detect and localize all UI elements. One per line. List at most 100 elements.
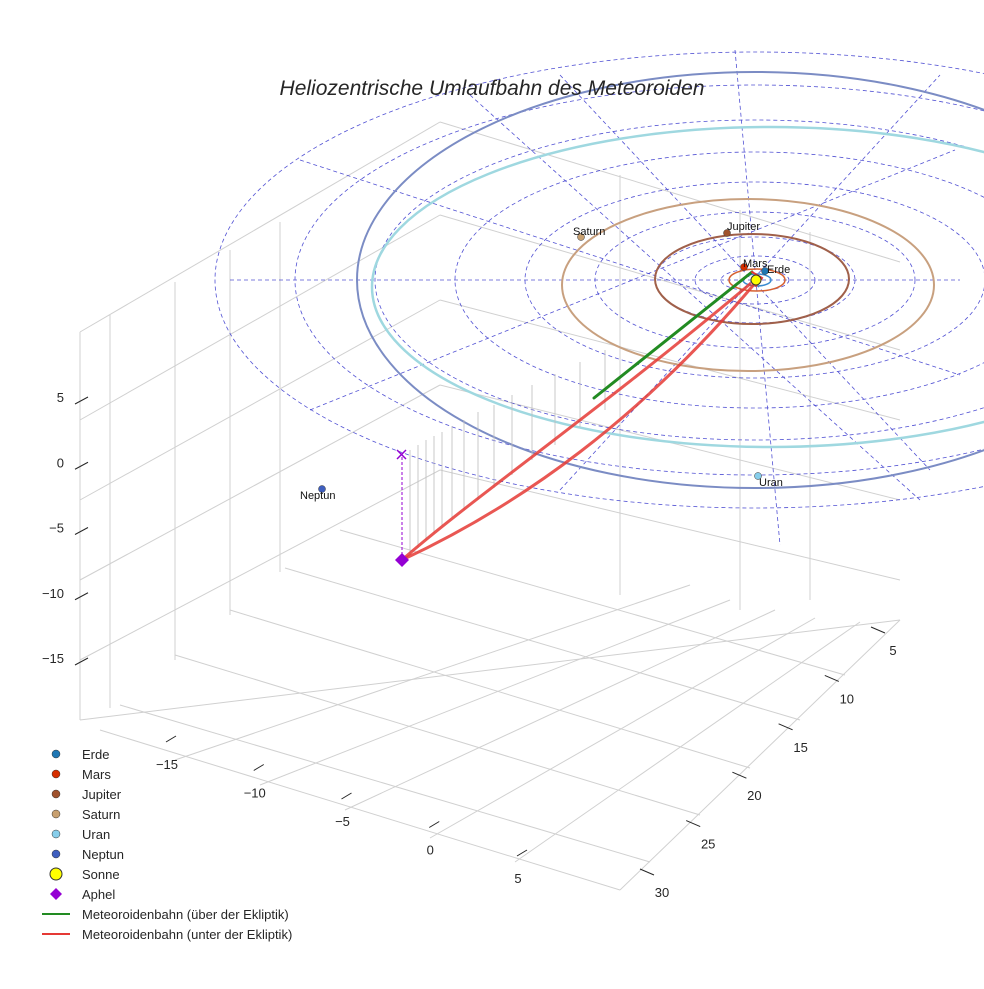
legend-marker [49,867,63,881]
planet-label-erde: Erde [767,264,790,276]
legend-marker [51,849,61,859]
z-tick-label: 0 [57,455,64,470]
floor-grid-line [119,704,651,863]
x-tick-mark [428,821,440,828]
planet-point-mars [740,263,748,271]
y-tick-label: 25 [701,837,715,852]
aphel-projection-marker [396,449,407,460]
legend-item: Neptun [51,847,124,862]
z-tick-mark [74,592,89,601]
planet-point-uran [754,472,762,480]
legend-marker [50,888,62,900]
y-tick-label: 10 [840,691,854,706]
ecliptic-ray [309,149,956,411]
legend-marker [51,829,61,839]
ecliptic-circle [374,119,984,441]
x-tick-label: −10 [244,786,266,801]
y-tick-mark [639,868,655,876]
planet-point-neptun [318,485,326,493]
back-grid-line [79,469,441,661]
orbit-above-ecliptic [592,270,754,400]
z-tick-label: 5 [57,390,64,405]
floor-grid-line [174,584,691,761]
y-axis-ticks: 5 10 15 20 25 30 [639,626,897,900]
z-tick-mark [74,461,89,470]
x-tick-mark [516,849,528,857]
y-tick-mark [870,626,886,634]
ecliptic-circle [214,51,984,509]
z-tick-mark [74,657,89,666]
legend-item: Meteoroidenbahn (unter der Ekliptik) [42,927,292,942]
floor-grid-line [344,609,776,811]
legend-marker [51,749,61,759]
legend-item: Jupiter [51,787,122,802]
back-grid-line [439,469,901,581]
back-grid-line [439,299,901,421]
planet-label-mars: Mars [743,258,768,270]
legend-label: Sonne [82,867,120,882]
legend: Erde Mars Jupiter Saturn Uran Neptun Sonne Aphe… [42,747,292,942]
legend-item: Mars [51,767,111,782]
legend-marker [51,809,61,819]
x-tick-label: 0 [427,843,434,858]
jupiter-orbit [654,233,850,325]
back-grid-line [79,214,441,421]
chart-title: Heliozentrische Umlaufbahn des Meteoroid… [280,77,705,100]
x-tick-mark [253,764,265,771]
back-grid-line [79,299,441,501]
legend-label: Erde [82,747,109,762]
floor-grid-line [259,599,731,786]
planet-label-saturn: Saturn [573,226,605,238]
orbit-below-ecliptic-outbound [400,282,752,562]
y-tick-mark [824,674,839,682]
y-tick-mark [686,820,701,828]
floor-back-edge [79,619,901,721]
x-tick-label: 5 [514,871,521,886]
legend-item: Sonne [49,867,120,882]
projection-lines [401,350,606,560]
legend-item: Saturn [51,807,120,822]
orbit-below-ecliptic-return [400,280,758,562]
legend-label: Neptun [82,847,124,862]
planet-orbits [356,71,984,489]
z-tick-label: −5 [49,521,64,536]
ecliptic-ray [734,49,781,546]
y-tick-mark [732,771,747,779]
legend-item: Aphel [50,887,115,902]
x-tick-mark [341,792,352,800]
ecliptic-ray [469,94,921,501]
neptune-orbit [356,71,984,489]
y-tick-label: 30 [655,885,669,900]
y-tick-mark [778,723,793,731]
z-tick-mark [74,396,89,405]
x-tick-label: −5 [335,814,350,829]
floor-right-edge [619,619,901,891]
legend-label: Jupiter [82,787,122,802]
legend-label: Saturn [82,807,120,822]
legend-label: Meteoroidenbahn (unter der Ekliptik) [82,927,292,942]
x-axis-ticks: −15 −10 −5 0 5 [156,735,528,886]
legend-item: Meteoroidenbahn (über der Ekliptik) [42,907,289,922]
sun-point [750,274,762,286]
meteoroid-orbit [400,270,764,562]
planet-label-uran: Uran [759,477,783,489]
legend-label: Mars [82,767,111,782]
mars-orbit [728,268,786,292]
uranus-orbit [370,125,984,449]
planet-label-jupiter: Jupiter [727,221,760,233]
back-panel-grid [79,121,901,891]
z-tick-label: −10 [42,586,64,601]
floor-grid-line [229,609,751,769]
legend-label: Uran [82,827,110,842]
legend-label: Meteoroidenbahn (über der Ekliptik) [82,907,289,922]
legend-item: Erde [51,747,109,762]
z-tick-label: −15 [42,651,64,666]
y-tick-label: 20 [747,788,761,803]
planet-point-jupiter [723,229,731,237]
floor-front-edge [99,729,621,891]
bodies [318,229,769,567]
planet-label-neptun: Neptun [300,490,335,502]
aphel-point [395,553,409,567]
